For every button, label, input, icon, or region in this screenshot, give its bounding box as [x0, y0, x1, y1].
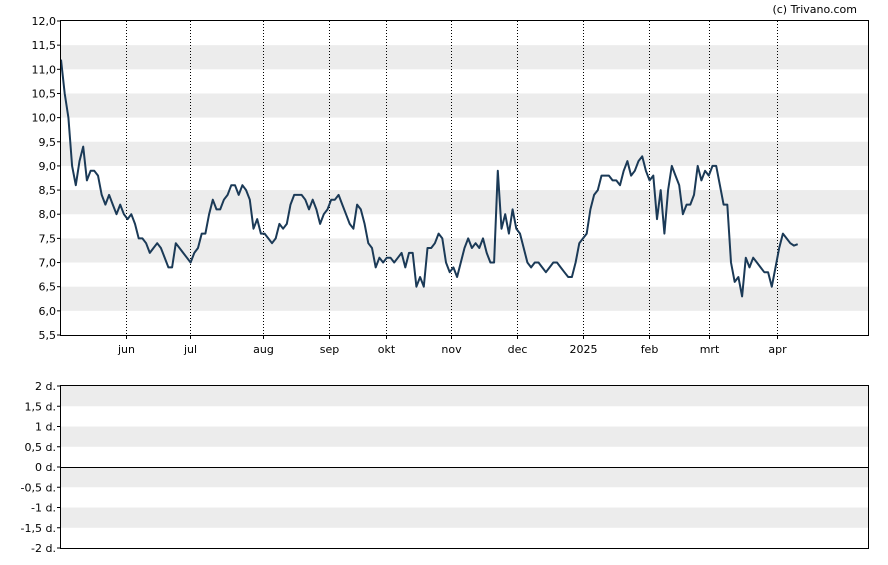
- price-x-axis: jun jul aug sep okt nov dec 2025 feb mrt apr: [117, 335, 787, 356]
- lower-y-tick-label: -0,5 d.: [21, 481, 56, 494]
- lower-y-tick-label: 1 d.: [35, 421, 56, 434]
- price-x-tick-label: jul: [183, 343, 197, 356]
- price-band: [61, 93, 868, 118]
- price-x-tick-label: mrt: [700, 343, 720, 356]
- price-band: [61, 286, 868, 311]
- price-y-tick-label: 11,0: [32, 63, 57, 76]
- credit-text: (c) Trivano.com: [772, 3, 857, 16]
- price-series: [60, 59, 799, 298]
- lower-chart-frame: [60, 385, 869, 549]
- price-y-axis: 12,0 11,5 11,0 10,5 10,0 9,5 9,0 8,5 8,0 7,5 7,0 6,…: [32, 15, 61, 342]
- price-x-tick-label: sep: [320, 343, 339, 356]
- price-y-tick-label: 6,5: [39, 281, 57, 294]
- lower-y-tick-label: 2 d.: [35, 380, 56, 393]
- price-x-tick-label: apr: [768, 343, 787, 356]
- lower-y-tick-label: 0,5 d.: [25, 441, 56, 454]
- price-band: [61, 141, 868, 166]
- lower-y-axis: 2 d. 1,5 d. 1 d. 0,5 d. 0 d. -0,5 d. -1 d. -1,5…: [21, 380, 61, 555]
- price-band: [61, 190, 868, 215]
- price-y-tick-label: 10,0: [32, 112, 57, 125]
- price-x-tick-label: feb: [641, 343, 659, 356]
- lower-y-tick-label: -1 d.: [31, 502, 56, 515]
- price-band: [61, 45, 868, 70]
- lower-y-tick-label: -1,5 d.: [21, 522, 56, 535]
- price-y-tick-label: 9,5: [39, 136, 57, 149]
- lower-band: [61, 467, 868, 488]
- lower-band: [61, 507, 868, 528]
- price-y-tick-label: 7,5: [39, 232, 57, 245]
- lower-y-tick-label: 0 d.: [35, 461, 56, 474]
- price-y-tick-label: 10,5: [32, 87, 57, 100]
- lower-band: [61, 386, 868, 407]
- lower-y-tick-label: 1,5 d.: [25, 400, 56, 413]
- price-y-tick-label: 6,0: [39, 305, 57, 318]
- lower-band: [61, 426, 868, 447]
- price-chart-frame: [60, 20, 869, 336]
- price-y-tick-label: 8,0: [39, 208, 57, 221]
- price-y-tick-label: 8,5: [39, 184, 57, 197]
- price-y-tick-label: 7,0: [39, 257, 57, 270]
- price-y-tick-label: 5,5: [39, 329, 57, 342]
- price-chart-bands: [61, 45, 868, 311]
- lower-chart-bands: [61, 386, 868, 528]
- price-y-tick-label: 12,0: [32, 15, 57, 28]
- price-series-line: [60, 59, 799, 298]
- price-x-tick-label: okt: [378, 343, 396, 356]
- price-y-tick-label: 11,5: [32, 39, 57, 52]
- price-x-tick-label: jun: [117, 343, 135, 356]
- price-x-tick-label: aug: [253, 343, 274, 356]
- price-x-tick-label: nov: [441, 343, 462, 356]
- lower-y-tick-label: -2 d.: [31, 542, 56, 555]
- price-x-tick-label: 2025: [570, 343, 598, 356]
- price-y-tick-label: 9,0: [39, 160, 57, 173]
- price-x-tick-label: dec: [508, 343, 528, 356]
